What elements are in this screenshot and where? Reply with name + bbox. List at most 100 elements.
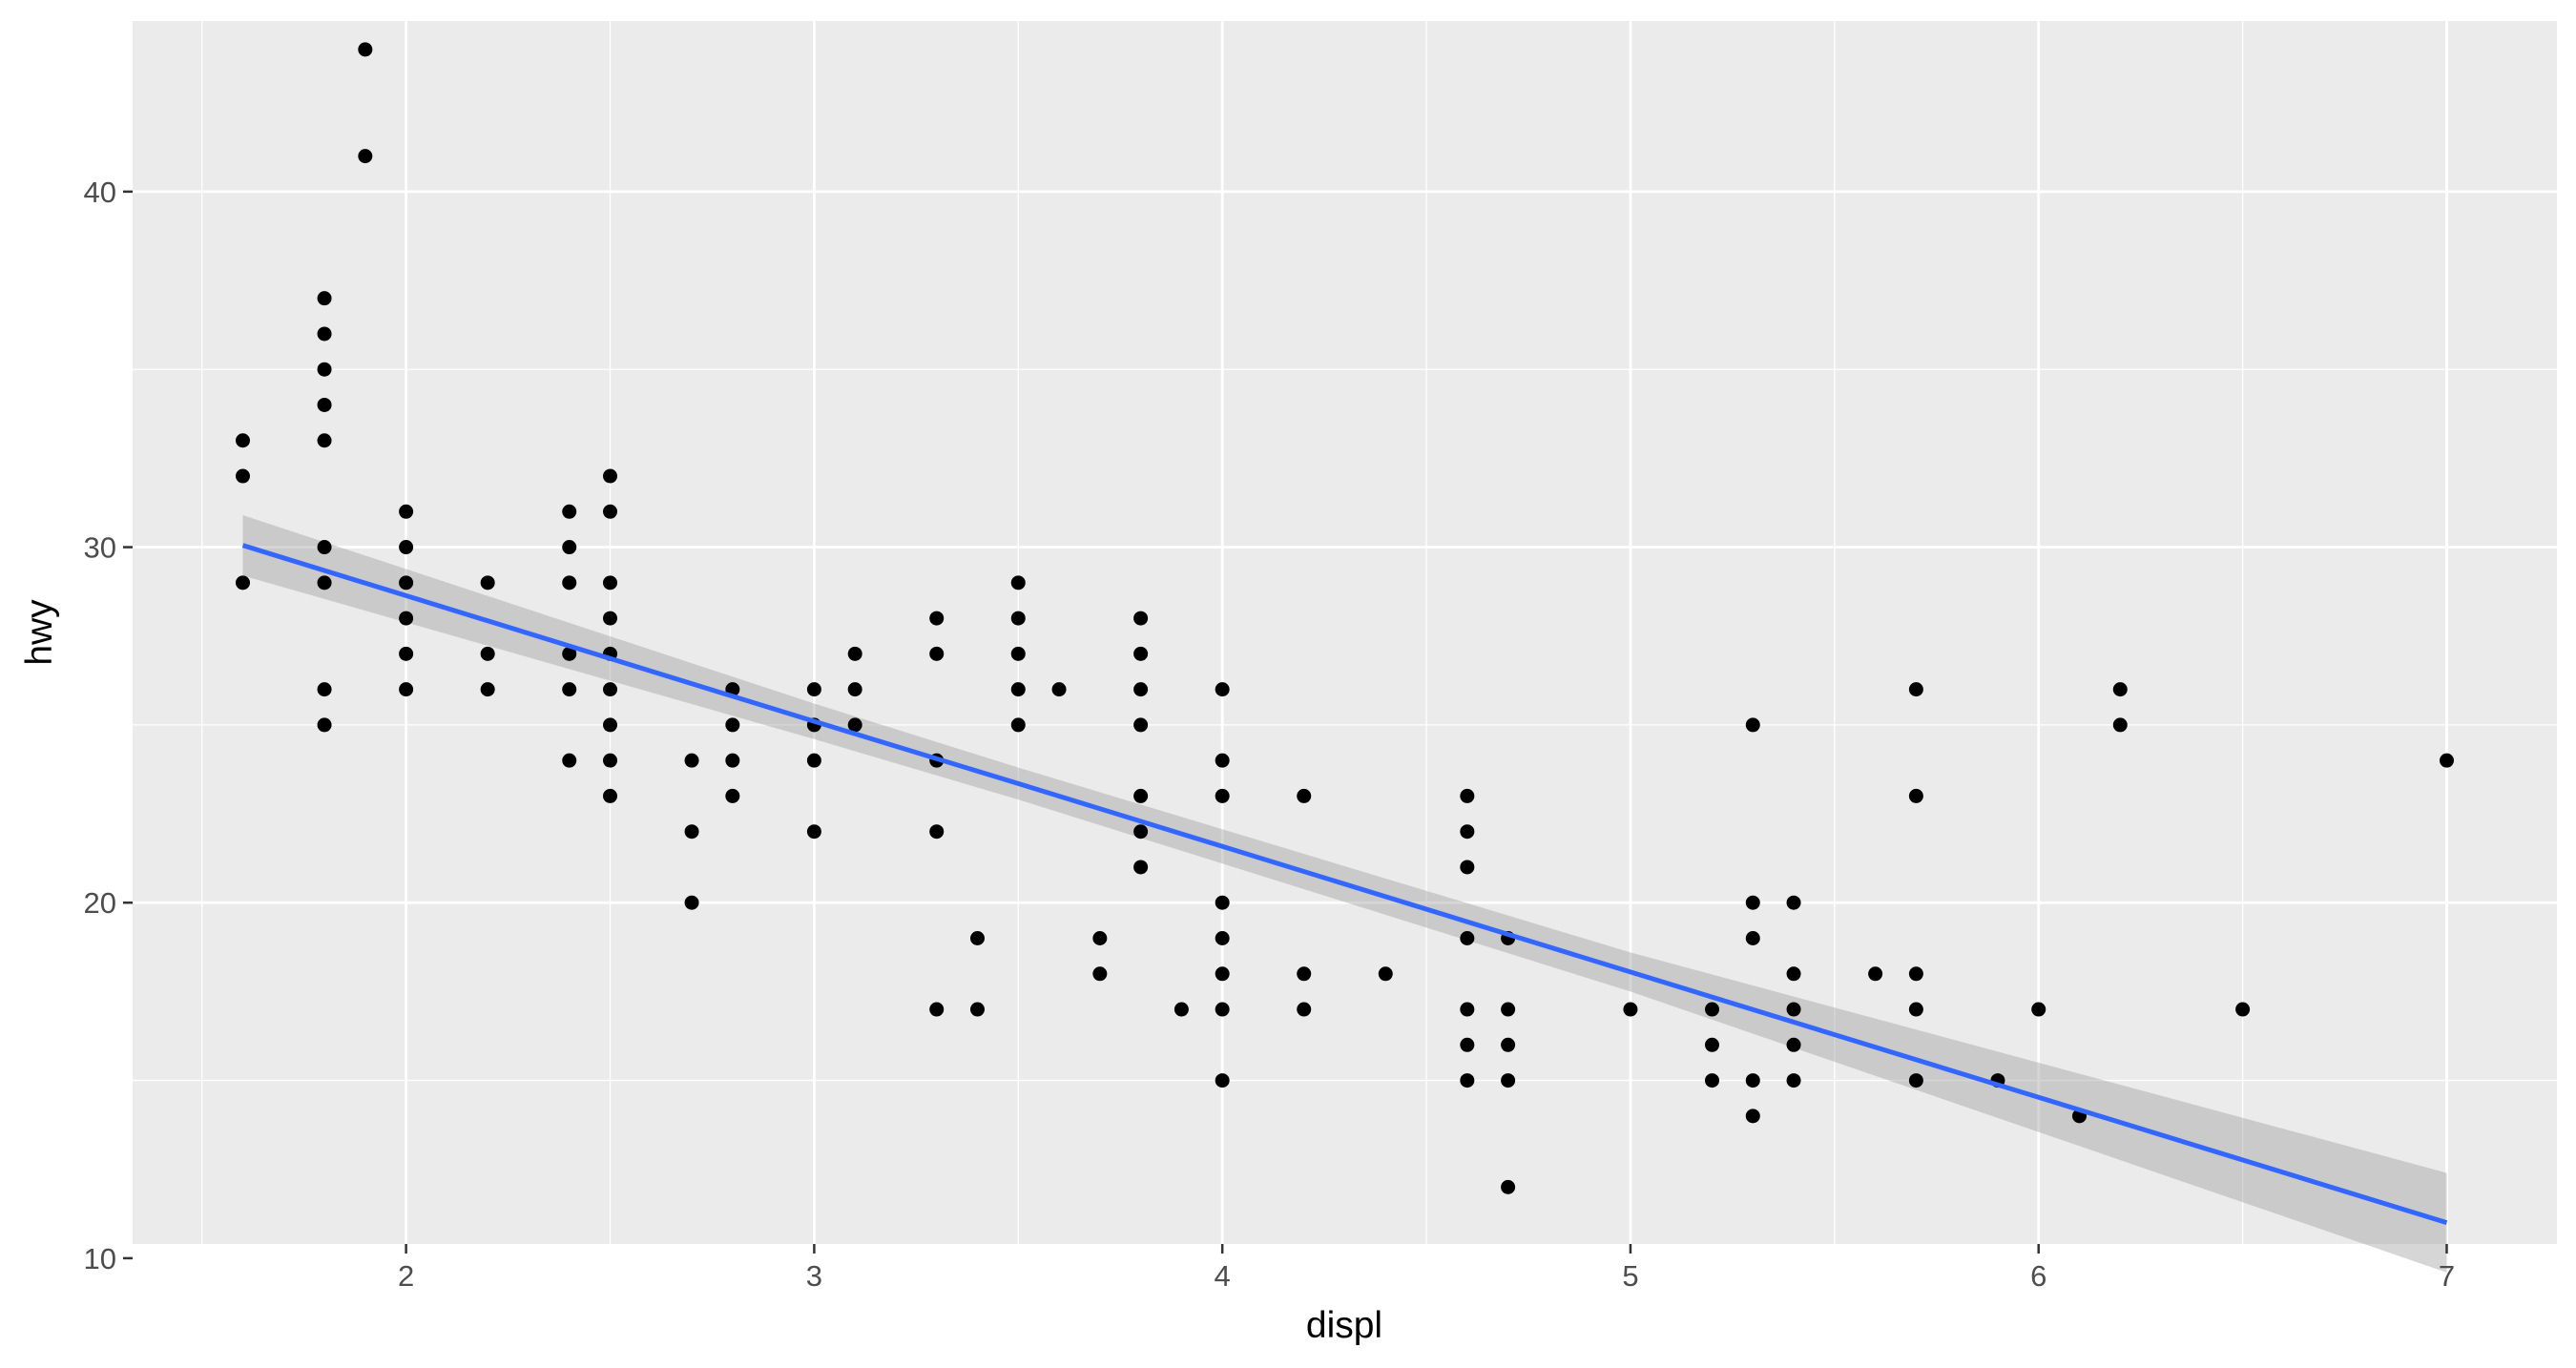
data-point [1705, 1073, 1719, 1088]
data-point [562, 753, 577, 768]
data-point [1133, 824, 1149, 839]
data-point [1705, 1002, 1719, 1017]
data-point [1501, 1037, 1516, 1052]
data-point [2112, 717, 2128, 733]
data-point [399, 646, 414, 661]
data-point [1297, 1002, 1312, 1017]
data-point [317, 717, 332, 733]
data-point [1908, 682, 1923, 697]
data-point [603, 468, 617, 484]
data-point [725, 717, 740, 733]
data-point [1786, 966, 1801, 982]
data-point [1215, 788, 1230, 803]
data-point [1501, 1002, 1516, 1017]
y-tick-label: 10 [84, 1242, 116, 1275]
data-point [1460, 1002, 1475, 1017]
data-point [236, 433, 250, 448]
data-point [1460, 1073, 1475, 1088]
data-point [1133, 860, 1149, 875]
data-point [1051, 682, 1067, 697]
major-gridlines [133, 21, 2557, 1260]
confidence-ribbon [242, 515, 2447, 1273]
data-point [1215, 895, 1230, 910]
x-tick-label: 6 [2030, 1259, 2046, 1293]
data-point [2235, 1002, 2251, 1017]
x-axis-title: displ [1306, 1305, 1382, 1346]
data-point [480, 575, 495, 591]
data-point [1092, 966, 1108, 982]
data-point [1745, 931, 1760, 945]
x-axis-ticks: 2 3 4 5 6 7 [398, 1244, 2455, 1293]
data-point [480, 646, 495, 661]
data-point [603, 504, 617, 519]
data-point [1010, 682, 1026, 697]
y-axis-ticks: 10 20 30 40 [84, 176, 133, 1275]
data-point [1460, 860, 1475, 875]
data-point [1133, 611, 1149, 626]
data-point [317, 397, 332, 412]
data-point [847, 717, 862, 733]
data-point [1705, 1037, 1719, 1052]
data-point [2440, 753, 2454, 768]
data-point [1460, 824, 1475, 839]
data-point [399, 611, 414, 626]
data-point [1133, 788, 1149, 803]
data-point [603, 682, 617, 697]
data-point [725, 753, 740, 768]
data-point [2031, 1002, 2046, 1017]
data-point [929, 611, 945, 626]
data-point [1908, 966, 1923, 982]
data-point [562, 504, 577, 519]
data-point [317, 682, 332, 697]
data-point [1908, 1073, 1923, 1088]
data-point [236, 468, 250, 484]
data-point [480, 682, 495, 697]
data-point [1501, 1073, 1516, 1088]
data-point [806, 753, 821, 768]
minor-gridlines [133, 21, 2557, 1244]
data-point [1215, 682, 1230, 697]
data-point [603, 717, 617, 733]
data-point [1297, 966, 1312, 982]
data-point [1868, 966, 1883, 982]
data-point [929, 646, 945, 661]
plot-panel [133, 21, 2557, 1244]
regression-line [241, 543, 2448, 1226]
data-point [970, 931, 985, 945]
data-point [1623, 1002, 1638, 1017]
data-point [603, 753, 617, 768]
data-point [236, 575, 250, 591]
data-point [684, 895, 699, 910]
data-point [562, 682, 577, 697]
data-point [929, 1002, 945, 1017]
y-axis-title: hwy [19, 599, 60, 666]
x-tick-label: 3 [806, 1259, 822, 1293]
data-point [1215, 931, 1230, 945]
data-point [806, 824, 821, 839]
data-point [562, 575, 577, 591]
data-point [1010, 575, 1026, 591]
x-tick-label: 7 [2439, 1259, 2455, 1293]
data-point [684, 824, 699, 839]
data-point [399, 682, 414, 697]
data-point [1010, 646, 1026, 661]
y-tick-label: 20 [84, 886, 116, 920]
data-point [399, 540, 414, 555]
data-point [847, 646, 862, 661]
x-tick-label: 2 [398, 1259, 414, 1293]
data-point [1460, 788, 1475, 803]
data-point [1215, 1002, 1230, 1017]
data-point [1133, 646, 1149, 661]
data-point [1786, 1073, 1801, 1088]
data-point [317, 291, 332, 306]
y-tick-label: 40 [84, 176, 116, 209]
x-tick-label: 4 [1215, 1259, 1231, 1293]
data-point [1133, 682, 1149, 697]
data-point [1215, 1073, 1230, 1088]
data-point [562, 540, 577, 555]
data-point [970, 1002, 985, 1017]
data-point [1786, 1037, 1801, 1052]
data-point [725, 788, 740, 803]
x-tick-label: 5 [1622, 1259, 1638, 1293]
